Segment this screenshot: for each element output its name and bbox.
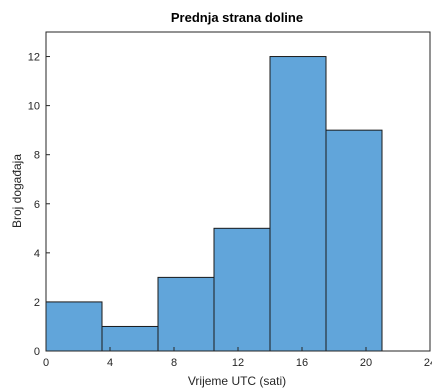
y-axis-label: Broj događaja: [10, 154, 24, 228]
x-tick-label-6: 24: [424, 357, 432, 369]
histogram-bar-5: [325, 129, 383, 352]
histogram-bar-4: [269, 56, 327, 352]
bars-group: [45, 56, 383, 352]
y-tick-label-6: 12: [28, 52, 40, 64]
y-tick-label-0: 0: [34, 346, 40, 358]
y-axis-ticks: 0 2 4 6 8 10 12: [28, 52, 50, 358]
x-tick-label-5: 20: [360, 357, 372, 369]
y-tick-label-1: 2: [34, 297, 40, 309]
x-tick-label-4: 16: [296, 357, 308, 369]
histogram-bar-0: [45, 301, 103, 352]
y-tick-label-3: 6: [34, 199, 40, 211]
x-tick-label-0: 0: [43, 357, 49, 369]
chart-title: Prednja strana doline: [171, 10, 303, 25]
histogram-bar-1: [101, 325, 159, 352]
x-tick-label-3: 12: [232, 357, 244, 369]
x-tick-label-2: 8: [171, 357, 177, 369]
y-tick-label-4: 8: [34, 150, 40, 162]
x-axis-ticks: 0 4 8 12 16 20 24: [43, 347, 432, 369]
x-tick-label-1: 4: [107, 357, 113, 369]
y-tick-label-5: 10: [28, 101, 40, 113]
y-tick-label-2: 4: [34, 248, 40, 260]
histogram-bar-3: [213, 227, 271, 352]
histogram-bar-2: [157, 276, 215, 352]
x-axis-label: Vrijeme UTC (sati): [188, 374, 286, 388]
